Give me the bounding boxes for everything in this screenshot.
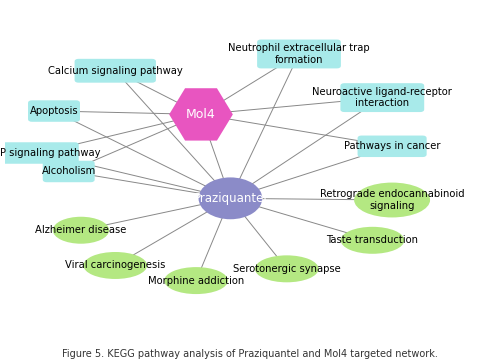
Text: cAMP signaling pathway: cAMP signaling pathway (0, 148, 100, 158)
Ellipse shape (340, 227, 404, 254)
Ellipse shape (164, 267, 228, 294)
FancyBboxPatch shape (257, 40, 341, 68)
Text: Neuroactive ligand-receptor
interaction: Neuroactive ligand-receptor interaction (312, 87, 452, 108)
Text: Retrograde endocannabinoid
signaling: Retrograde endocannabinoid signaling (320, 189, 464, 211)
Text: Pathways in cancer: Pathways in cancer (344, 141, 440, 151)
Ellipse shape (198, 177, 262, 219)
Text: Figure 5. KEGG pathway analysis of Praziquantel and Mol4 targeted network.: Figure 5. KEGG pathway analysis of Prazi… (62, 349, 438, 359)
Text: Neutrophil extracellular trap
formation: Neutrophil extracellular trap formation (228, 43, 370, 65)
FancyBboxPatch shape (42, 161, 94, 182)
Text: Mol4: Mol4 (186, 108, 216, 121)
Text: Viral carcinogenesis: Viral carcinogenesis (65, 261, 166, 270)
Text: Alcoholism: Alcoholism (42, 166, 96, 177)
Text: Apoptosis: Apoptosis (30, 106, 78, 116)
FancyBboxPatch shape (358, 135, 426, 157)
Text: Taste transduction: Taste transduction (326, 235, 418, 245)
Text: Praziquantel: Praziquantel (194, 192, 268, 205)
Ellipse shape (255, 255, 318, 282)
FancyBboxPatch shape (340, 83, 424, 112)
FancyBboxPatch shape (28, 100, 80, 122)
Ellipse shape (53, 217, 109, 244)
Ellipse shape (354, 183, 430, 217)
Ellipse shape (84, 252, 147, 279)
Polygon shape (169, 88, 233, 140)
Text: Morphine addiction: Morphine addiction (148, 275, 244, 286)
Text: Serotonergic synapse: Serotonergic synapse (233, 264, 340, 274)
Text: Alzheimer disease: Alzheimer disease (36, 225, 126, 235)
FancyBboxPatch shape (74, 59, 156, 83)
Text: Calcium signaling pathway: Calcium signaling pathway (48, 66, 182, 76)
FancyBboxPatch shape (0, 142, 78, 164)
